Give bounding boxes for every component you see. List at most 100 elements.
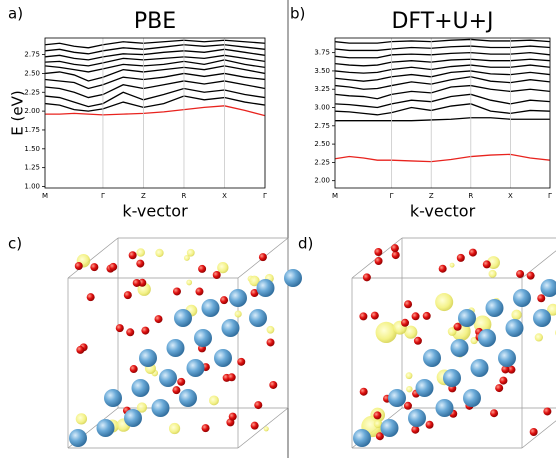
band-line — [335, 58, 550, 67]
oxygen-atom — [425, 420, 434, 429]
x-tick-label: Γ — [101, 192, 105, 200]
metal-atom — [485, 299, 504, 317]
oxygen-atom — [507, 365, 516, 374]
plot-area — [335, 38, 550, 163]
oxygen-atom — [411, 312, 420, 321]
oxygen-atom — [501, 365, 510, 374]
density-blob — [168, 422, 181, 435]
band-line — [335, 103, 550, 116]
y-tick-label: 1.50 — [24, 145, 40, 153]
metal-atom — [415, 379, 434, 397]
oxygen-atom — [359, 387, 368, 396]
band-line — [335, 117, 550, 122]
crystal-render — [351, 237, 556, 449]
density-blob — [375, 321, 397, 344]
metal-atom — [124, 409, 142, 427]
band-line — [335, 38, 550, 44]
metal-atom — [104, 389, 122, 407]
density-blob — [404, 325, 418, 339]
y-tick-label: 3.25 — [314, 85, 330, 93]
cell-edge — [521, 420, 556, 449]
cell-edge — [67, 237, 119, 279]
panel-label: c) — [8, 235, 22, 253]
band-line — [45, 105, 265, 117]
metal-atom — [458, 309, 476, 327]
x-tick-label: M — [332, 192, 338, 200]
density-blob — [449, 262, 455, 268]
density-blob — [136, 402, 148, 413]
density-blob — [511, 309, 522, 320]
oxygen-atom — [543, 407, 552, 416]
density-blob — [186, 248, 195, 257]
x-tick-label: X — [508, 192, 513, 200]
x-tick-label: R — [182, 192, 187, 200]
metal-atom — [249, 309, 267, 327]
cell-edge — [521, 250, 556, 279]
y-axis-label: E (eV) — [9, 90, 27, 135]
oxygen-atom — [212, 271, 221, 280]
oxygen-atom — [468, 248, 477, 257]
y-tick-label: 3.50 — [314, 67, 330, 75]
oxygen-atom — [74, 262, 83, 271]
oxygen-atom — [373, 411, 382, 420]
oxygen-atom — [516, 269, 525, 278]
density-blob — [186, 279, 193, 286]
oxygen-atom — [126, 328, 135, 337]
density-blob — [263, 426, 269, 432]
oxygen-atom — [413, 336, 422, 345]
density-blob — [217, 261, 229, 274]
oxygen-atom — [362, 273, 371, 282]
oxygen-atom — [499, 376, 508, 385]
oxygen-atom — [495, 384, 504, 393]
x-tick-label: Z — [141, 192, 146, 200]
density-blob — [447, 327, 457, 336]
metal-atom — [435, 399, 454, 417]
oxygen-atom — [228, 412, 237, 421]
density-blob — [534, 333, 543, 342]
oxygen-atom — [250, 421, 259, 430]
x-tick-label: X — [222, 192, 227, 200]
oxygen-atom — [177, 377, 186, 386]
metal-atom — [194, 329, 212, 347]
density-blob — [406, 385, 413, 393]
oxygen-atom — [374, 247, 383, 256]
metal-atom — [540, 279, 556, 297]
oxygen-atom — [132, 278, 141, 287]
y-tick-label: 2.25 — [314, 158, 330, 166]
y-tick-label: 2.00 — [314, 177, 330, 185]
metal-atom — [533, 309, 551, 327]
density-blob — [435, 293, 454, 312]
x-tick-label: R — [468, 192, 473, 200]
oxygen-atom — [374, 256, 383, 265]
metal-atom — [353, 429, 371, 447]
metal-atom — [69, 429, 87, 447]
oxygen-atom — [456, 253, 465, 262]
metal-atom — [388, 389, 406, 407]
oxygen-atom — [422, 311, 431, 320]
oxygen-atom — [403, 401, 412, 410]
y-tick-label: 2.00 — [24, 107, 40, 115]
metal-atom — [443, 369, 461, 387]
oxygen-atom — [529, 427, 538, 436]
panel-label: a) — [8, 5, 23, 23]
oxygen-atom — [390, 244, 399, 253]
density-blob — [405, 372, 413, 380]
metal-atom — [139, 349, 157, 367]
metal-atom — [450, 339, 469, 357]
x-tick-label: Γ — [548, 192, 552, 200]
oxygen-atom — [490, 409, 499, 418]
crystal-render — [67, 237, 302, 449]
density-blob — [209, 395, 219, 406]
metal-atom — [423, 349, 441, 367]
metal-atom — [513, 289, 531, 307]
band-line — [335, 45, 550, 52]
metal-atom — [166, 339, 185, 357]
band-line — [335, 93, 550, 109]
oxygen-atom — [201, 424, 210, 433]
oxygen-atom — [172, 287, 181, 296]
x-tick-label: Γ — [263, 192, 267, 200]
oxygen-atom — [391, 251, 400, 260]
metal-atom — [151, 399, 170, 417]
x-axis-label: k-vector — [122, 202, 188, 221]
